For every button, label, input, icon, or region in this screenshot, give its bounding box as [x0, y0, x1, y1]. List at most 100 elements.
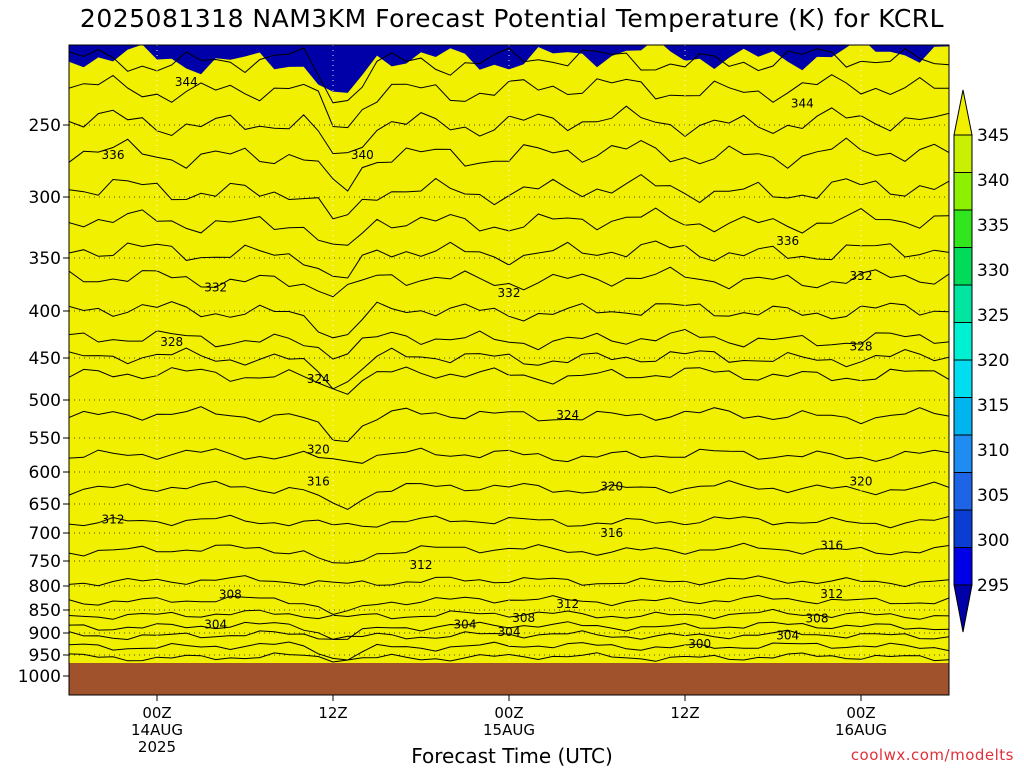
colorbar-swatch — [953, 547, 973, 586]
contour-label: 324 — [556, 408, 579, 422]
contour-label: 332 — [204, 281, 227, 295]
contour-label: 316 — [600, 526, 623, 540]
y-axis: 250 300 350 400 450 500 550 600 650 700 750 800 850 9… — [18, 116, 69, 687]
ground-surface — [69, 663, 949, 695]
y-tick-label: 350 — [29, 249, 61, 269]
colorbar-swatch — [953, 472, 973, 511]
band-348 — [69, 45, 949, 695]
contour-label: 308 — [512, 611, 535, 625]
colorbar-tick-label: 295 — [977, 576, 1009, 596]
contour-label: 332 — [498, 286, 521, 300]
colorbar-tick-label: 300 — [977, 531, 1009, 551]
y-tick-label: 300 — [29, 188, 61, 208]
contour-label: 324 — [307, 372, 330, 386]
y-tick-label: 550 — [29, 429, 61, 449]
colorbar-tick-label: 330 — [977, 261, 1009, 281]
contour-330 — [69, 301, 949, 339]
contour-314 — [69, 542, 949, 564]
colorbar-swatch — [953, 134, 973, 173]
contour-308 — [69, 608, 949, 620]
colorbar-tick-label: 325 — [977, 306, 1009, 326]
colorbar-legend: 345 340 335 330 325 320 315 310 305 300 295 — [953, 89, 1009, 633]
contour-322 — [69, 406, 949, 443]
colorbar-swatch — [953, 209, 973, 248]
y-tick-label: 250 — [29, 116, 61, 136]
contour-label: 328 — [850, 340, 873, 354]
contour-label: 308 — [806, 612, 829, 626]
colorbar-swatch — [953, 509, 973, 548]
colorbar-swatch — [953, 284, 973, 323]
y-tick-label: 950 — [29, 646, 61, 666]
y-tick-label: 900 — [29, 624, 61, 644]
contour-label: 320 — [850, 475, 873, 489]
contour-label: 304 — [204, 618, 227, 632]
y-tick-label: 500 — [29, 391, 61, 411]
contour-326 — [69, 347, 949, 390]
contour-label: 312 — [102, 513, 125, 527]
contour-label: 320 — [307, 443, 330, 457]
y-tick-label: 750 — [29, 552, 61, 572]
contour-302 — [69, 641, 949, 661]
grid-lines — [69, 45, 949, 695]
contour-lines — [69, 47, 949, 663]
contour-labels: 344 344 340 336 336 332 332 332 328 328 324 324 320 3… — [102, 75, 873, 651]
contour-label: 328 — [160, 335, 183, 349]
colorbar-tick-label: 305 — [977, 486, 1009, 506]
contour-label: 304 — [454, 618, 477, 632]
contour-312 — [69, 575, 949, 588]
contour-label: 312 — [556, 597, 579, 611]
y-tick-label: 800 — [29, 577, 61, 597]
contour-label: 320 — [600, 480, 623, 494]
contour-340 — [69, 137, 949, 192]
colorbar-tick-label: 345 — [977, 126, 1009, 146]
y-tick-label: 600 — [29, 463, 61, 483]
contour-344 — [69, 74, 949, 129]
colorbar-swatch — [953, 247, 973, 286]
contour-label: 316 — [307, 475, 330, 489]
contour-306 — [69, 621, 949, 641]
contour-label: 336 — [102, 148, 125, 162]
colorbar-top-arrow — [953, 89, 973, 136]
contour-label: 304 — [776, 629, 799, 643]
chart-title: 2025081318 NAM3KM Forecast Potential Tem… — [79, 4, 945, 33]
x-tick-label: 14AUG — [131, 721, 183, 739]
contour-348 — [69, 47, 949, 104]
colorbar-tick-label: 310 — [977, 441, 1009, 461]
x-tick-label: 00Z — [846, 704, 875, 722]
x-tick-label: 12Z — [318, 704, 347, 722]
contour-316 — [69, 514, 949, 529]
potential-temperature-fill — [69, 45, 949, 695]
contour-label: 340 — [351, 148, 374, 162]
contour-328 — [69, 328, 949, 360]
x-tick-label: 16AUG — [835, 721, 887, 739]
y-tick-label: 450 — [29, 349, 61, 369]
colorbar-bottom-arrow — [953, 584, 973, 633]
colorbar-swatch — [953, 322, 973, 361]
x-tick-label: 15AUG — [483, 721, 535, 739]
colorbar-swatch — [953, 359, 973, 398]
x-tick-label: 2025 — [138, 738, 176, 756]
colorbar-swatch — [953, 397, 973, 436]
contour-label: 316 — [820, 538, 843, 552]
source-credit: coolwx.com/modelts — [850, 746, 1014, 764]
contour-label: 308 — [219, 588, 242, 602]
contour-332 — [69, 266, 949, 298]
contour-label: 332 — [850, 269, 873, 283]
y-tick-label: 650 — [29, 495, 61, 515]
x-axis-label: Forecast Time (UTC) — [411, 744, 613, 768]
y-tick-label: 400 — [29, 302, 61, 322]
contour-label: 304 — [498, 625, 521, 639]
colorbar-tick-label: 315 — [977, 396, 1009, 416]
contour-318 — [69, 480, 949, 510]
y-tick-label: 1000 — [18, 667, 61, 687]
contour-label: 300 — [688, 637, 711, 651]
x-tick-label: 00Z — [494, 704, 523, 722]
contour-label: 312 — [410, 558, 433, 572]
x-tick-label: 12Z — [670, 704, 699, 722]
colorbar-swatch — [953, 172, 973, 211]
y-tick-label: 700 — [29, 524, 61, 544]
contour-label: 344 — [791, 96, 814, 110]
contour-label: 312 — [820, 587, 843, 601]
contour-label: 344 — [175, 75, 198, 89]
